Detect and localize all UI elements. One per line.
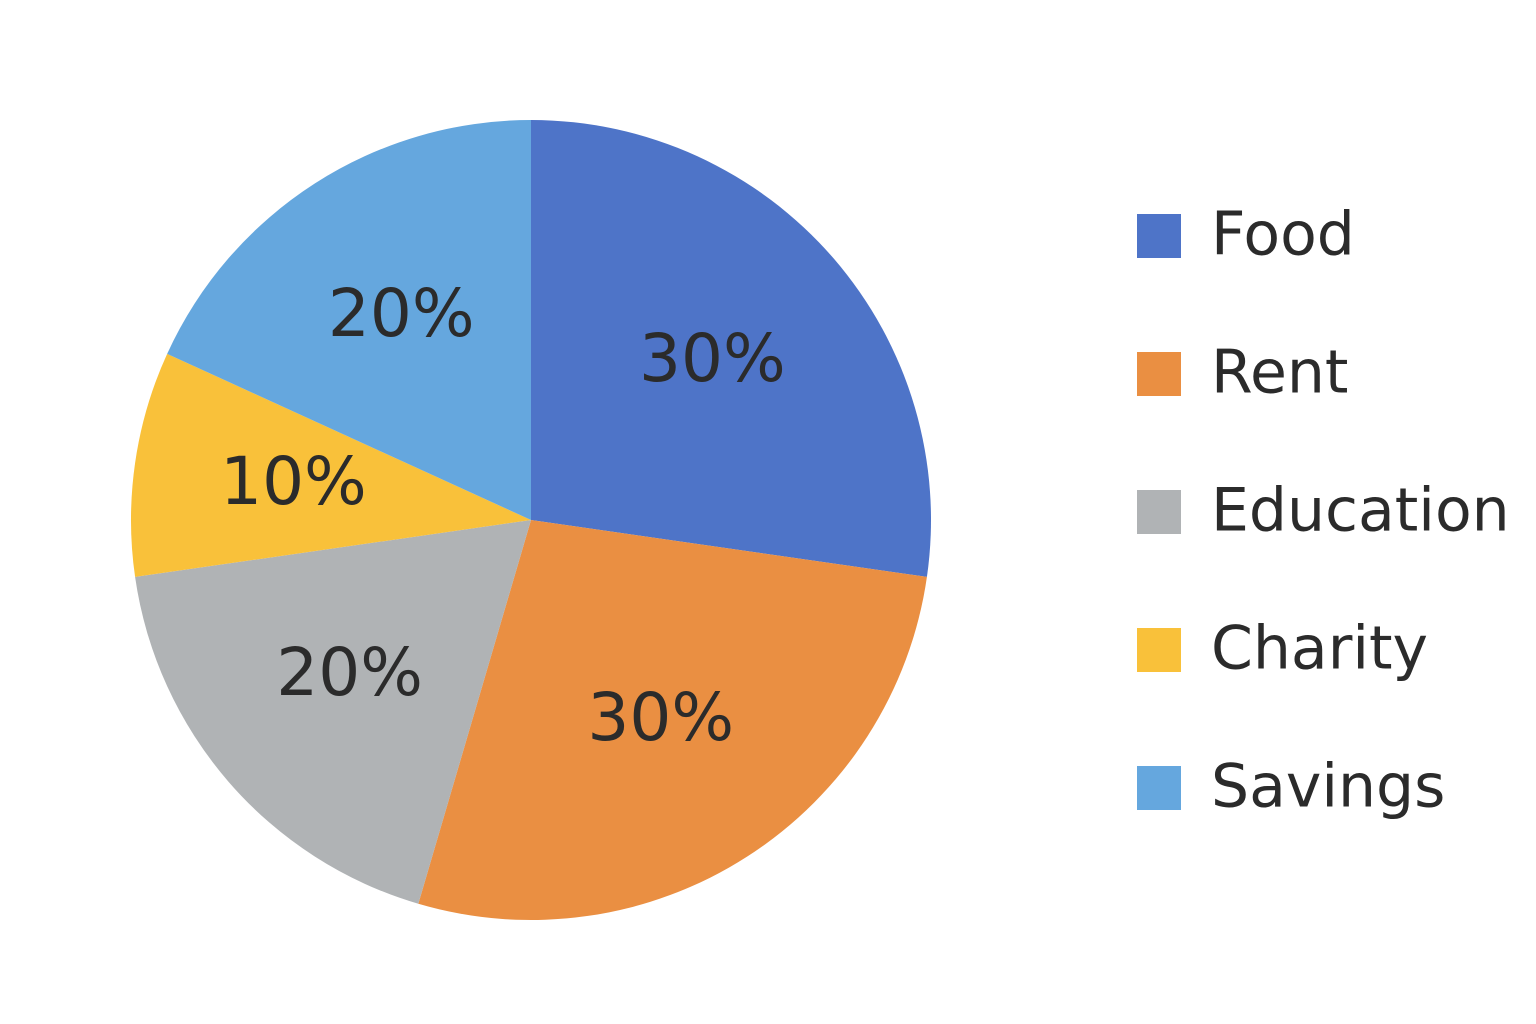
- legend-swatch: [1137, 214, 1181, 258]
- legend-label: Food: [1211, 200, 1355, 270]
- data-label: 20%: [276, 634, 423, 711]
- data-label: 20%: [328, 275, 475, 352]
- pie-slice: [418, 520, 927, 920]
- legend-swatch: [1137, 352, 1181, 396]
- data-label: 10%: [220, 443, 367, 520]
- legend-label: Savings: [1211, 752, 1445, 822]
- data-label: 30%: [587, 679, 734, 756]
- legend-label: Rent: [1211, 338, 1348, 408]
- legend-label: Education: [1211, 476, 1510, 546]
- data-label: 30%: [639, 320, 786, 397]
- pie-slice: [531, 120, 932, 577]
- legend-swatch: [1137, 766, 1181, 810]
- legend-label: Charity: [1211, 614, 1428, 684]
- pie-slice: [167, 120, 531, 520]
- legend-swatch: [1137, 628, 1181, 672]
- pie-slice: [130, 353, 531, 577]
- legend-swatch: [1137, 490, 1181, 534]
- pie-slice: [135, 520, 532, 904]
